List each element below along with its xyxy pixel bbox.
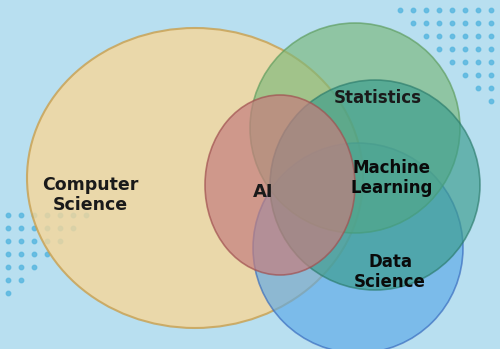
Ellipse shape xyxy=(27,28,363,328)
Text: Machine
Learning: Machine Learning xyxy=(351,158,433,198)
Text: Statistics: Statistics xyxy=(334,89,422,107)
Text: Data
Science: Data Science xyxy=(354,253,426,291)
Circle shape xyxy=(270,80,480,290)
Ellipse shape xyxy=(205,95,355,275)
Text: AI: AI xyxy=(253,183,273,201)
Circle shape xyxy=(253,143,463,349)
Circle shape xyxy=(250,23,460,233)
Text: Computer
Science: Computer Science xyxy=(42,176,138,214)
